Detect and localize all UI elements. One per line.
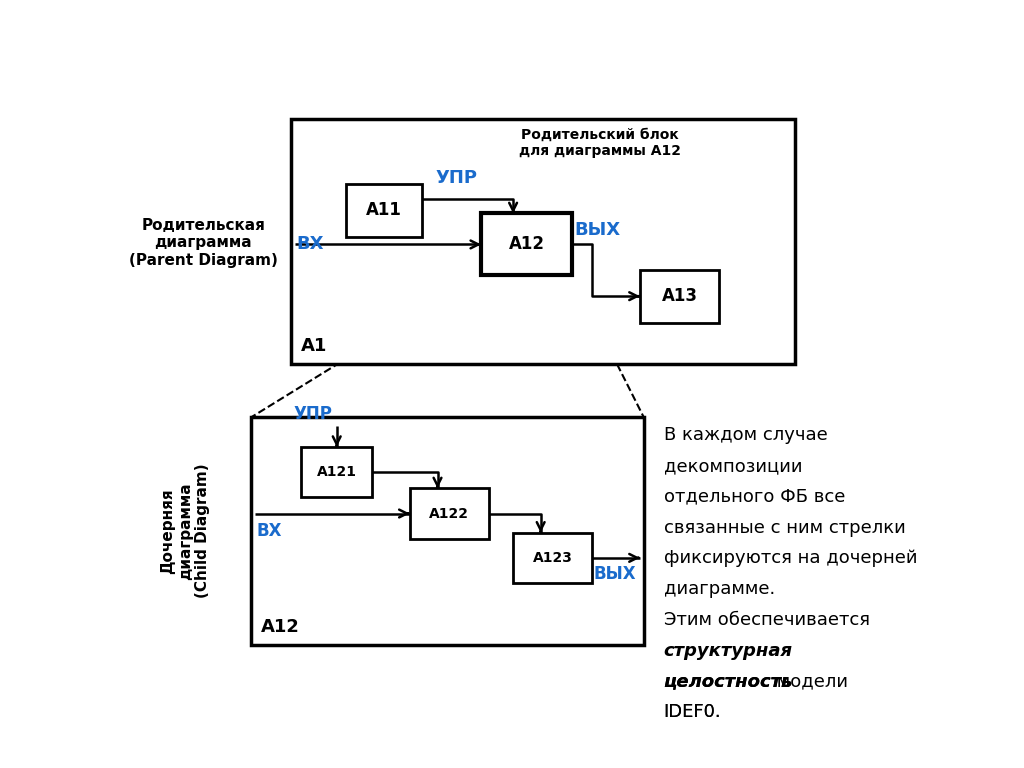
FancyBboxPatch shape — [410, 488, 489, 538]
Text: A1: A1 — [301, 336, 328, 355]
Text: УПР: УПР — [294, 406, 333, 423]
Text: IDEF0.: IDEF0. — [664, 703, 721, 721]
Text: Этим обеспечивается: Этим обеспечивается — [664, 611, 869, 629]
Text: Дочерняя
диаграмма
(Child Diagram): Дочерняя диаграмма (Child Diagram) — [160, 464, 210, 598]
Text: УПР: УПР — [435, 169, 477, 187]
Text: A123: A123 — [532, 551, 572, 564]
FancyBboxPatch shape — [291, 119, 795, 364]
FancyBboxPatch shape — [301, 447, 373, 497]
FancyBboxPatch shape — [251, 418, 644, 645]
Text: фиксируются на дочерней: фиксируются на дочерней — [664, 549, 918, 568]
Text: декомпозиции: декомпозиции — [664, 457, 802, 475]
Text: Родительский блок
для диаграммы A12: Родительский блок для диаграммы A12 — [519, 127, 681, 157]
Text: A12: A12 — [261, 618, 300, 636]
Text: целостность: целостность — [664, 672, 793, 690]
Text: ВХ: ВХ — [296, 236, 324, 253]
Text: отдельного ФБ все: отдельного ФБ все — [664, 488, 845, 506]
FancyBboxPatch shape — [640, 270, 719, 323]
Text: структурная: структурная — [664, 641, 793, 660]
Text: ВЫХ: ВЫХ — [593, 565, 636, 583]
Text: связанные с ним стрелки: связанные с ним стрелки — [664, 518, 905, 537]
Text: Родительская
диаграмма
(Parent Diagram): Родительская диаграмма (Parent Diagram) — [129, 218, 278, 268]
Text: В каждом случае: В каждом случае — [664, 426, 827, 444]
Text: ВЫХ: ВЫХ — [574, 220, 621, 239]
FancyBboxPatch shape — [481, 214, 572, 276]
FancyBboxPatch shape — [513, 533, 592, 583]
FancyBboxPatch shape — [346, 184, 422, 237]
Text: ВХ: ВХ — [257, 522, 282, 541]
Text: A13: A13 — [662, 287, 697, 305]
Text: A12: A12 — [509, 236, 545, 253]
Text: целостность: целостность — [664, 672, 793, 690]
Text: IDEF0.: IDEF0. — [664, 703, 721, 721]
Text: A121: A121 — [316, 465, 356, 479]
Text: модели: модели — [771, 672, 848, 690]
Text: A122: A122 — [429, 507, 469, 521]
Text: диаграмме.: диаграмме. — [664, 580, 775, 598]
Text: A11: A11 — [366, 201, 401, 220]
